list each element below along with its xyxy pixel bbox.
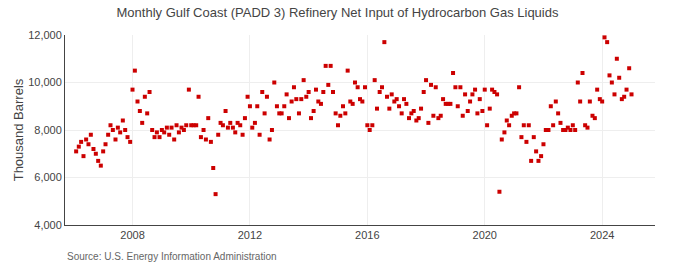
svg-text:2024: 2024 [590,229,614,241]
svg-text:12,000: 12,000 [28,29,62,41]
svg-text:Source: U.S. Energy Informatio: Source: U.S. Energy Information Administ… [67,251,277,262]
svg-text:Monthly Gulf Coast (PADD 3) Re: Monthly Gulf Coast (PADD 3) Refinery Net… [117,5,559,20]
svg-text:6,000: 6,000 [34,171,62,183]
svg-text:2016: 2016 [355,229,379,241]
svg-text:10,000: 10,000 [28,76,62,88]
svg-text:2008: 2008 [120,229,144,241]
svg-text:2012: 2012 [238,229,262,241]
svg-text:4,000: 4,000 [34,219,62,231]
svg-text:2020: 2020 [473,229,497,241]
svg-text:8,000: 8,000 [34,124,62,136]
svg-text:Thousand Barrels: Thousand Barrels [11,78,26,181]
